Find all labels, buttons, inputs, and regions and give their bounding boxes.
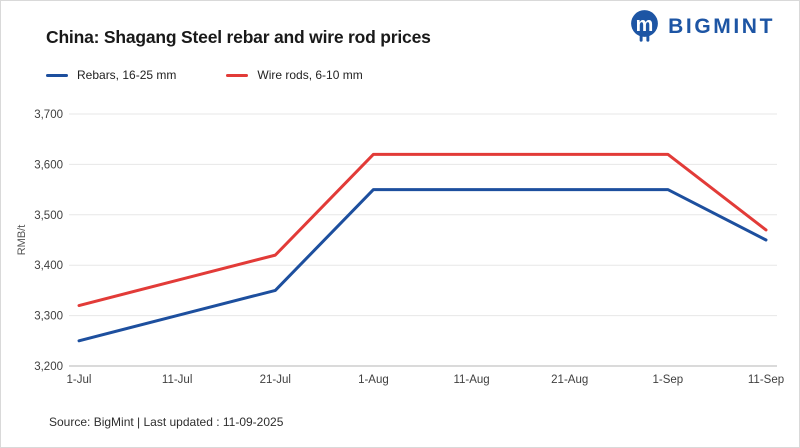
x-tick-label: 1-Jul — [67, 374, 92, 386]
bigmint-logo-text: BIGMINT — [668, 15, 775, 38]
y-tick-label: 3,200 — [34, 361, 63, 373]
y-tick-label: 3,500 — [34, 210, 63, 222]
legend-label-rebars: Rebars, 16-25 mm — [77, 68, 177, 82]
legend-item-rebars: Rebars, 16-25 mm — [46, 68, 176, 82]
y-tick-label: 3,400 — [34, 260, 63, 272]
y-tick-label: 3,300 — [34, 311, 63, 323]
legend-label-wire-rods: Wire rods, 6-10 mm — [257, 68, 363, 82]
legend-swatch-wire-rods — [226, 73, 249, 77]
y-tick-label: 3,700 — [34, 109, 63, 121]
legend-swatch-rebars — [46, 73, 68, 77]
x-tick-label: 1-Aug — [358, 374, 389, 386]
bigmint-logo: m BIGMINT — [628, 8, 775, 46]
chart-legend: Rebars, 16-25 mm Wire rods, 6-10 mm — [46, 68, 363, 82]
legend-item-wire-rods: Wire rods, 6-10 mm — [226, 68, 363, 82]
x-tick-label: 11-Jul — [162, 374, 192, 386]
source-note: Source: BigMint | Last updated : 11-09-2… — [49, 415, 284, 429]
y-axis-title: RMB/t — [16, 225, 28, 256]
svg-text:m: m — [636, 14, 654, 36]
y-tick-label: 3,600 — [34, 159, 63, 171]
x-tick-label: 11-Aug — [453, 374, 489, 386]
page-title: China: Shagang Steel rebar and wire rod … — [46, 27, 431, 47]
series-line-wire-rods — [77, 152, 768, 308]
x-tick-label: 1-Sep — [653, 374, 684, 386]
x-tick-label: 11-Sep — [748, 374, 784, 386]
bigmint-logo-icon: m — [631, 10, 659, 42]
series-line-rebars — [77, 188, 768, 343]
x-tick-label: 21-Aug — [551, 374, 588, 386]
x-tick-label: 21-Jul — [260, 374, 291, 386]
